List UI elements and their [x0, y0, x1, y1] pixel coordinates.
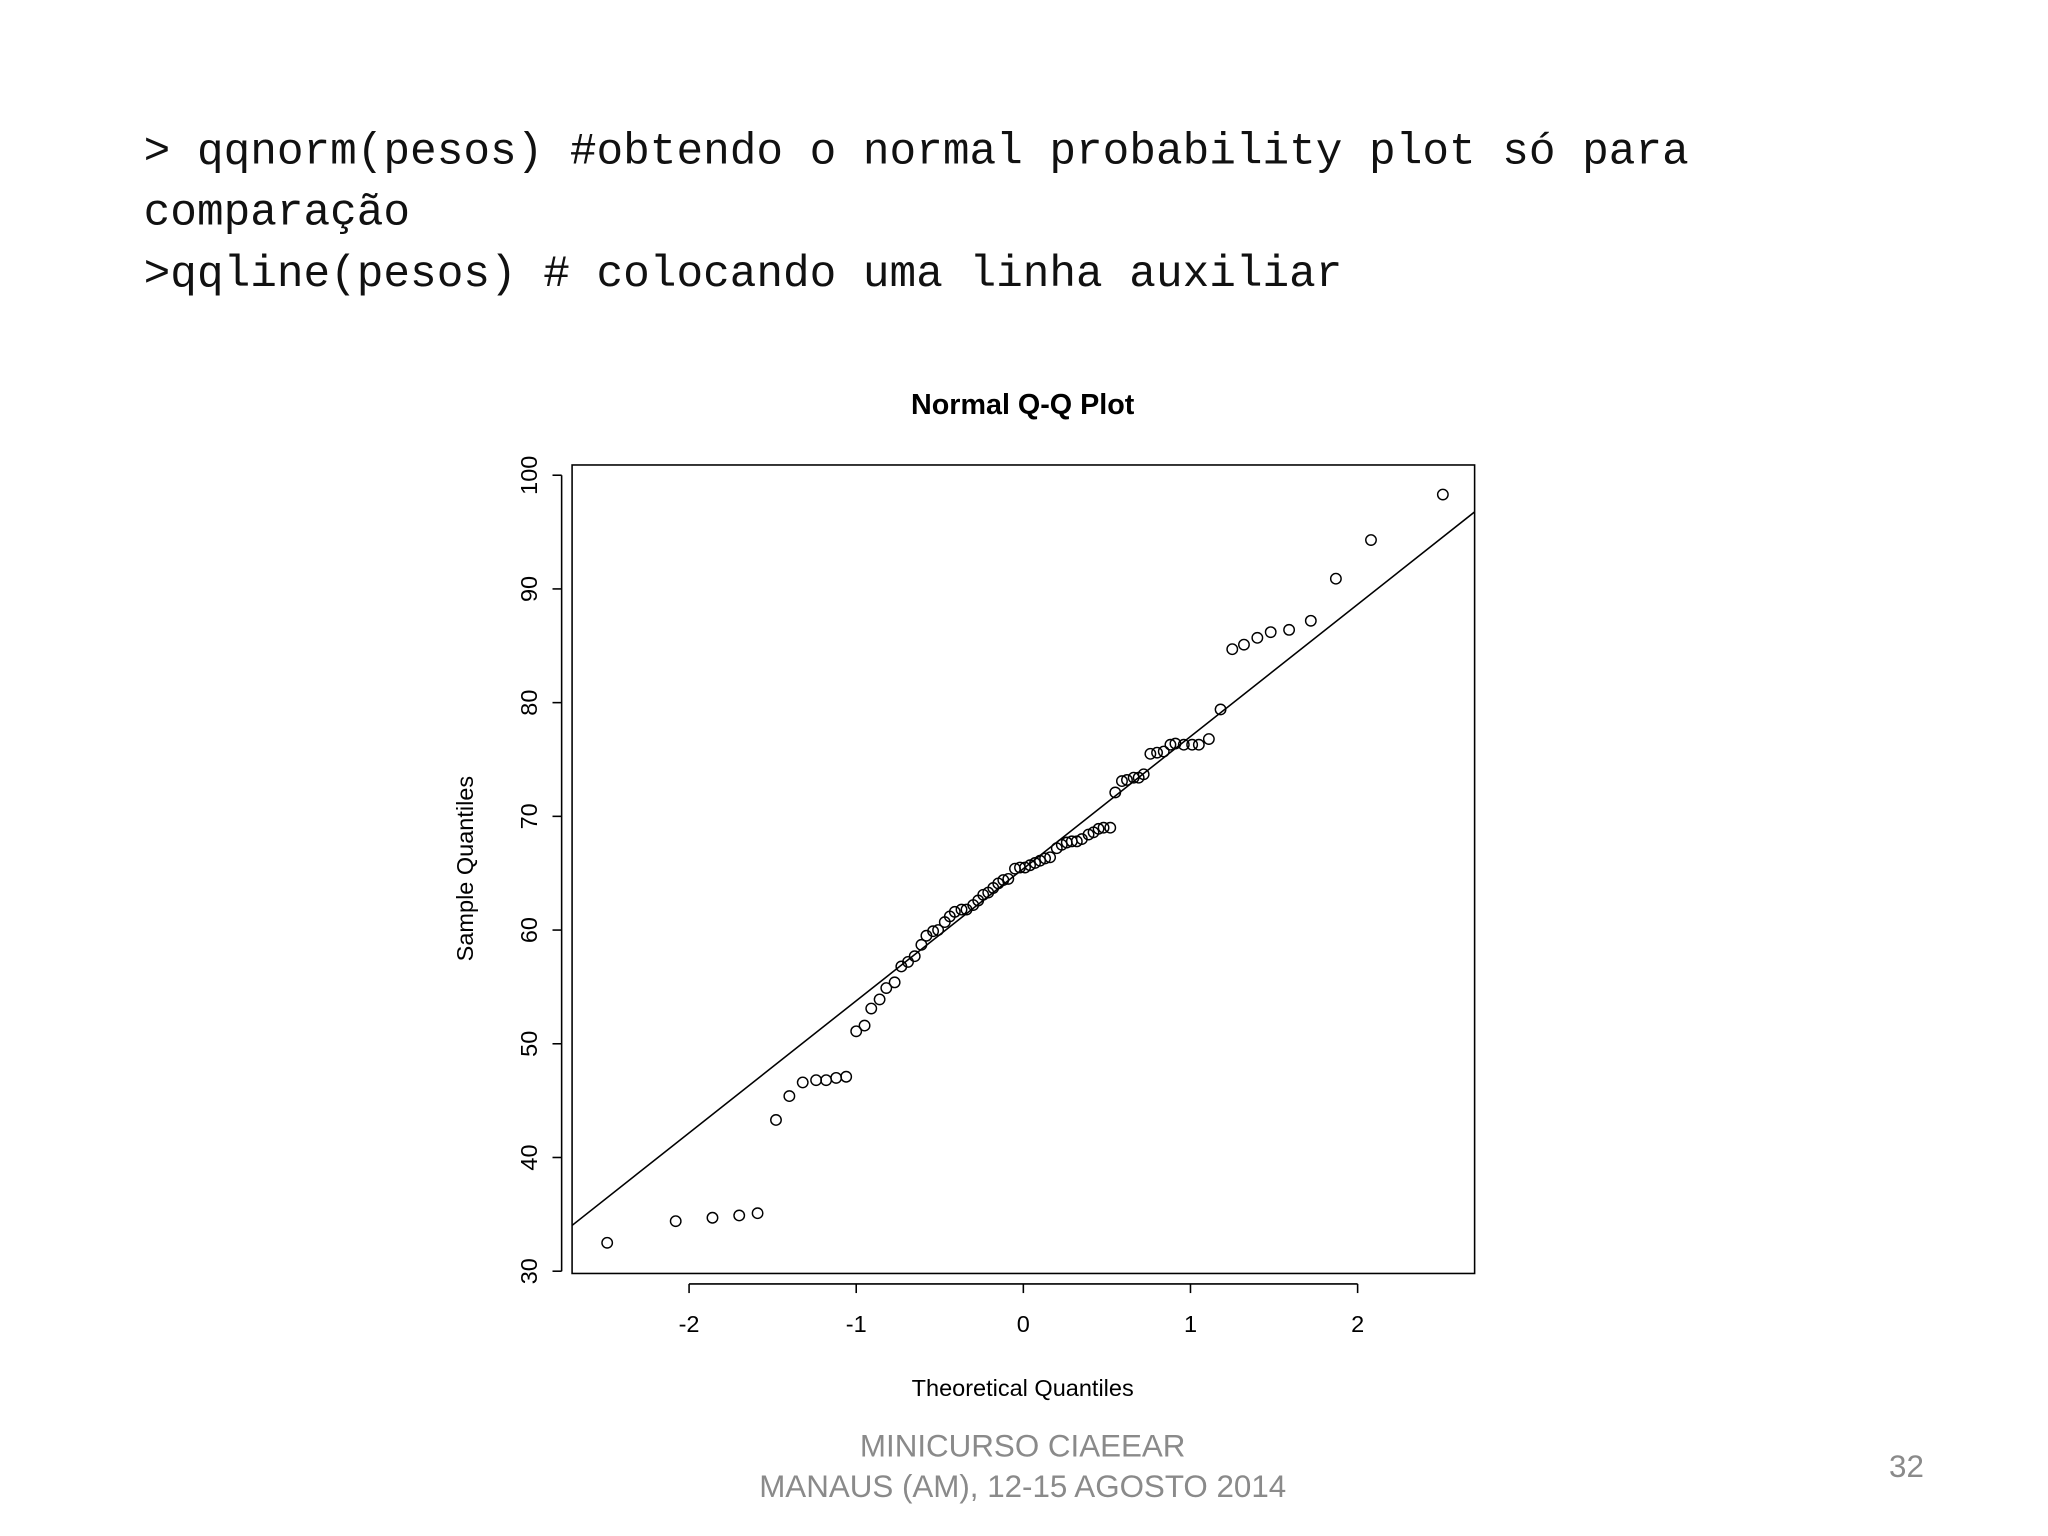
point	[850, 1025, 863, 1038]
footer-line: MINICURSO CIAEEAR	[860, 1428, 1186, 1463]
y-tick-label: 100	[516, 456, 542, 495]
x-tick-label: -2	[679, 1311, 700, 1337]
y-tick-label: 50	[516, 1031, 542, 1057]
point	[1365, 534, 1377, 546]
code-line: >qqline(pesos) # colocando uma linha aux…	[144, 250, 1343, 300]
y-axis-label: Sample Quantiles	[452, 776, 478, 962]
x-tick-label: 1	[1184, 1311, 1197, 1337]
x-tick-label: 2	[1351, 1311, 1364, 1337]
point	[770, 1114, 782, 1126]
point	[1104, 821, 1117, 834]
point	[1329, 572, 1342, 585]
point	[880, 982, 893, 994]
point	[796, 1076, 809, 1089]
point	[830, 1071, 843, 1084]
point	[1192, 738, 1205, 751]
x-axis-label: Theoretical Quantiles	[912, 1375, 1134, 1401]
point	[1238, 638, 1250, 651]
point	[1116, 775, 1128, 788]
point	[669, 1215, 682, 1228]
point	[1092, 822, 1105, 835]
point	[1304, 614, 1317, 627]
point	[908, 950, 921, 963]
chart-title: Normal Q-Q Plot	[911, 389, 1135, 421]
y-tick-label: 30	[516, 1258, 542, 1284]
point	[840, 1070, 853, 1083]
point	[706, 1211, 719, 1224]
point	[873, 993, 886, 1006]
point	[1251, 631, 1264, 644]
point	[858, 1019, 871, 1032]
point	[948, 905, 961, 918]
code-line: > qqnorm(pesos) #obtendo o normal probab…	[144, 127, 1689, 177]
point	[1164, 738, 1177, 751]
point	[1436, 488, 1449, 501]
point	[1039, 852, 1052, 865]
point	[783, 1090, 796, 1103]
point	[955, 903, 968, 916]
point	[1202, 733, 1215, 745]
point	[733, 1209, 746, 1222]
point	[865, 1002, 878, 1015]
y-tick-label: 70	[516, 803, 542, 829]
y-tick-label: 80	[516, 690, 542, 716]
page-number: 32	[1889, 1449, 1924, 1484]
point	[1121, 774, 1133, 786]
point	[1151, 746, 1163, 759]
point	[1002, 872, 1015, 885]
point	[888, 976, 901, 989]
y-tick-label: 60	[516, 917, 542, 943]
y-tick-label: 40	[516, 1144, 542, 1170]
point	[927, 925, 940, 938]
x-tick-label: -1	[846, 1311, 867, 1337]
point	[1264, 626, 1277, 639]
qq-line	[572, 511, 1475, 1227]
point	[601, 1236, 614, 1249]
point	[810, 1074, 823, 1087]
point	[1144, 747, 1157, 760]
point	[1177, 738, 1190, 751]
point	[1186, 738, 1199, 751]
point	[1137, 768, 1150, 781]
point	[751, 1207, 764, 1220]
code-line: comparação	[144, 189, 410, 239]
y-tick-label: 90	[516, 576, 542, 602]
plot-frame	[571, 464, 1476, 1275]
point	[1283, 623, 1296, 636]
point	[1044, 851, 1057, 864]
footer-line: MANAUS (AM), 12-15 AGOSTO 2014	[759, 1469, 1286, 1504]
point	[1097, 821, 1110, 834]
qq-line-group	[572, 511, 1475, 1227]
x-tick-label: 0	[1017, 1311, 1030, 1337]
point	[1226, 643, 1239, 656]
point	[820, 1074, 833, 1087]
